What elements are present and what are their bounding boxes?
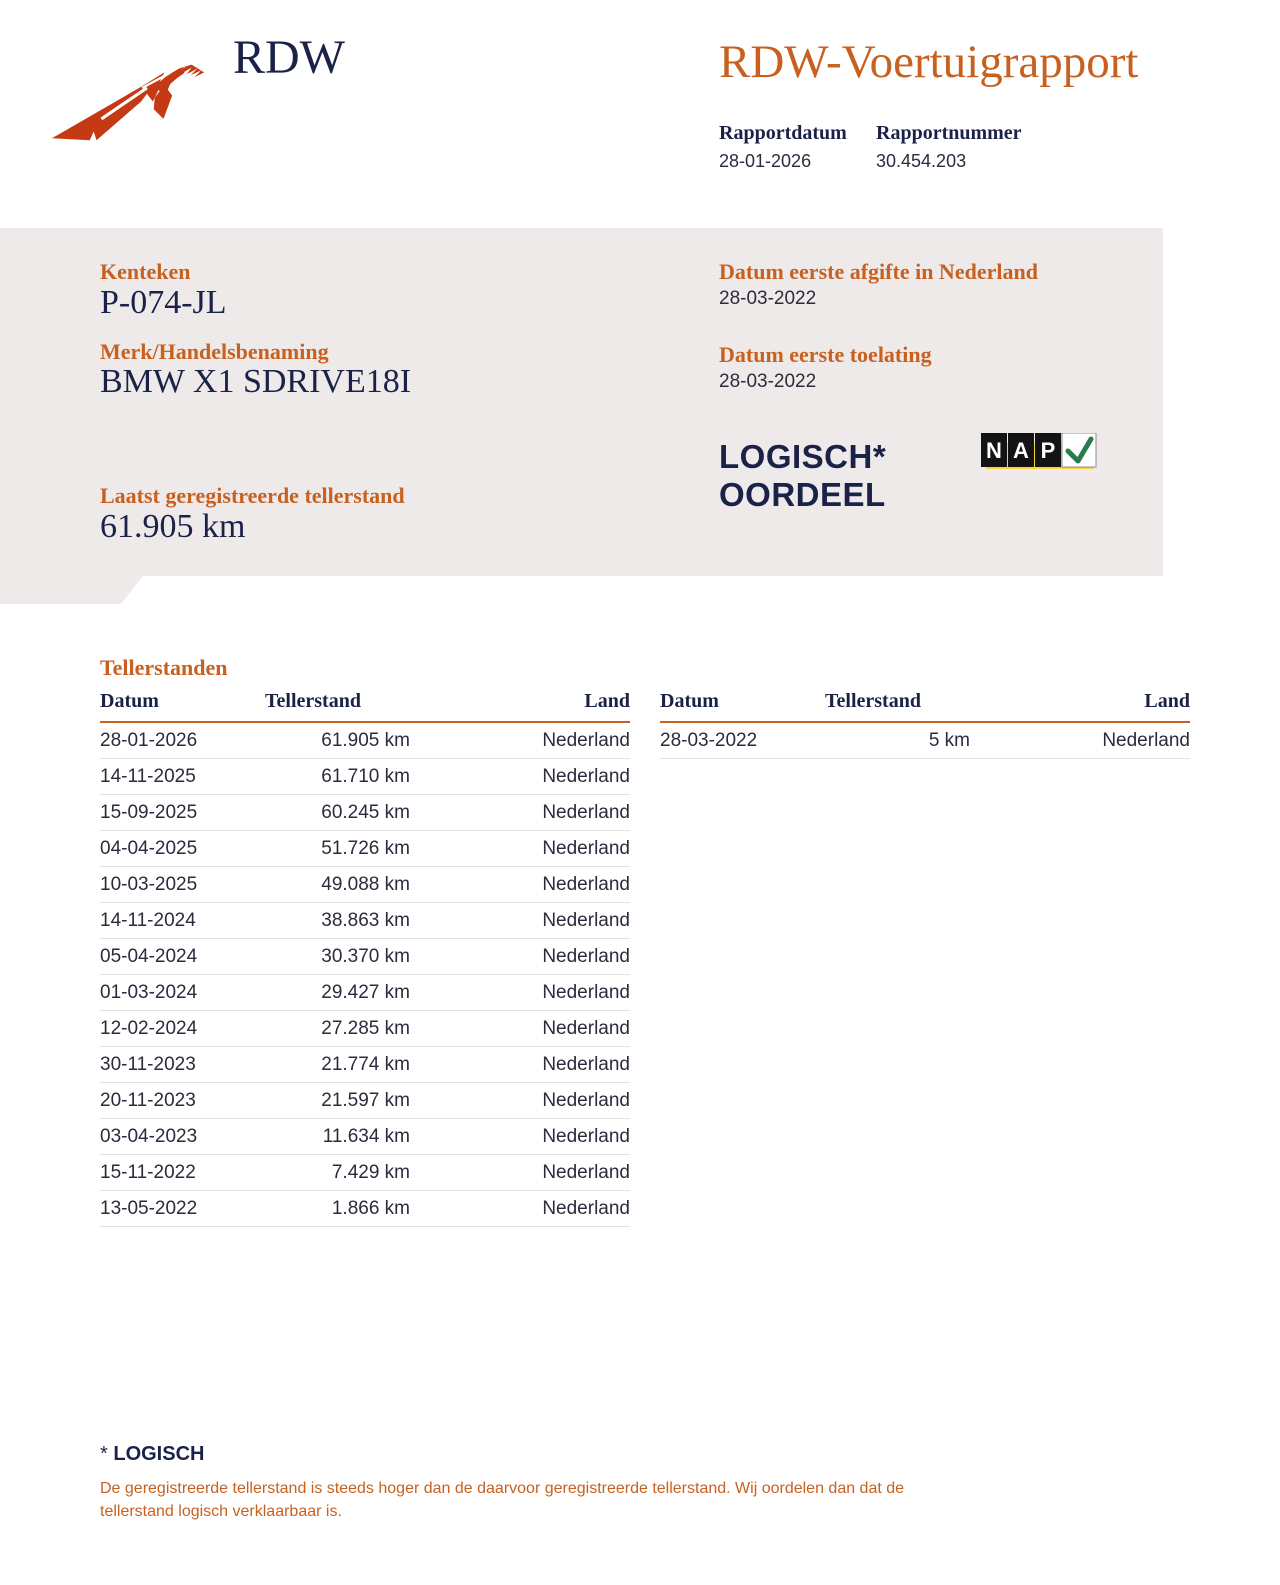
- svg-text:N: N: [986, 438, 1002, 463]
- svg-text:A: A: [1013, 438, 1029, 463]
- svg-text:P: P: [1041, 438, 1056, 463]
